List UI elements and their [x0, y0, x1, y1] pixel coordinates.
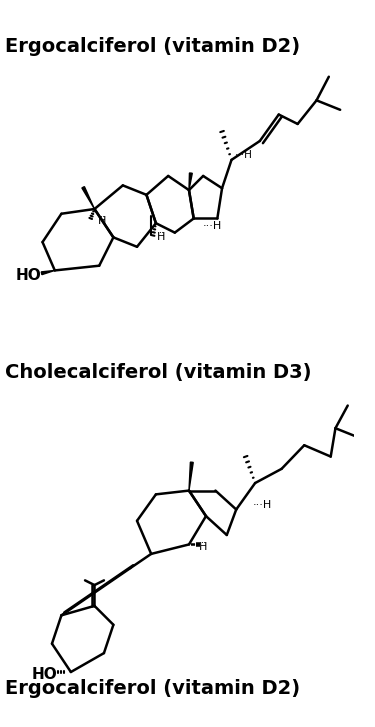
Text: Ergocalciferol (vitamin D2): Ergocalciferol (vitamin D2): [5, 678, 300, 698]
Text: Ḧ: Ḧ: [98, 217, 106, 226]
Polygon shape: [189, 462, 193, 491]
Text: Ergocalciferol (vitamin D2): Ergocalciferol (vitamin D2): [5, 37, 300, 56]
Text: ···H: ···H: [203, 221, 222, 231]
Text: ···H: ···H: [236, 150, 253, 160]
Polygon shape: [189, 173, 192, 190]
Text: HO: HO: [32, 667, 57, 683]
Text: HO: HO: [15, 268, 41, 283]
Text: Ḧ: Ḧ: [156, 233, 165, 242]
Text: ···H: ···H: [253, 499, 273, 510]
Polygon shape: [41, 270, 55, 275]
Text: Ḧ: Ḧ: [199, 542, 207, 553]
Polygon shape: [82, 187, 94, 209]
Text: Cholecalciferol (vitamin D3): Cholecalciferol (vitamin D3): [5, 363, 311, 382]
